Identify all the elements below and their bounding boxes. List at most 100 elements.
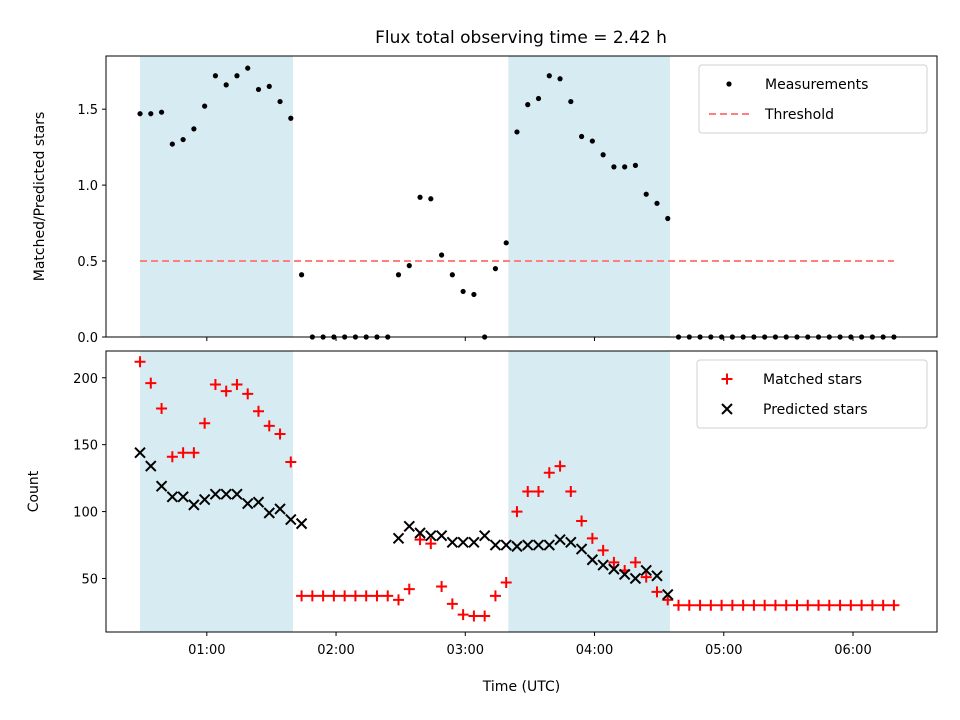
legend-label: Matched stars: [763, 372, 862, 388]
data-point: [296, 590, 308, 602]
data-point: [503, 240, 509, 246]
data-point: [285, 513, 297, 526]
series-predicted-stars: [134, 446, 674, 601]
panel-ratio: 0.0 0.5 1.0 1.5 Matched/Predicted stars Measu…: [32, 55, 938, 346]
data-point: [145, 377, 157, 389]
data-point: [565, 486, 577, 497]
data-point: [589, 138, 595, 144]
data-point: [748, 599, 760, 611]
legend: Measurements Threshold: [698, 64, 928, 134]
data-point: [277, 98, 283, 105]
data-point: [242, 497, 254, 510]
data-point: [137, 111, 143, 117]
data-point: [586, 554, 599, 566]
shaded-interval: [140, 351, 293, 632]
y-tick-label: 150: [73, 439, 98, 454]
data-point: [597, 544, 609, 556]
data-point: [371, 590, 383, 602]
data-point: [231, 488, 243, 500]
data-point: [446, 598, 458, 610]
data-point: [339, 590, 351, 602]
data-point: [274, 503, 286, 515]
x-tick-label: 04:00: [576, 643, 613, 658]
legend-label: Threshold: [764, 107, 834, 123]
data-point: [134, 446, 146, 459]
legend-label: Predicted stars: [763, 402, 868, 418]
data-point: [220, 385, 232, 397]
data-point: [651, 586, 663, 598]
data-point: [209, 488, 222, 500]
data-point: [673, 599, 685, 611]
data-point: [188, 499, 200, 511]
data-point: [608, 563, 620, 575]
data-point: [759, 599, 771, 611]
data-point: [255, 86, 262, 93]
data-point: [575, 543, 588, 555]
data-point: [199, 417, 211, 429]
data-point: [134, 356, 146, 368]
data-point: [533, 486, 545, 497]
data-point: [145, 460, 157, 472]
chart-title: Flux total observing time = 2.42 h: [375, 28, 667, 48]
axes-frame: [105, 350, 938, 633]
data-point: [425, 529, 437, 542]
data-point: [856, 599, 868, 611]
y-tick-label: 0.5: [77, 255, 98, 270]
y-axis-title: Matched/Predicted stars: [32, 112, 48, 282]
data-point: [600, 152, 606, 158]
data-point: [234, 73, 240, 79]
legend-dot-swatch: [726, 81, 732, 87]
data-point: [446, 536, 459, 549]
axes-frame: [105, 55, 938, 338]
data-point: [317, 590, 329, 602]
data-point: [611, 164, 617, 170]
data-point: [716, 599, 728, 611]
data-point: [285, 456, 297, 468]
y-tick-label: 0.0: [77, 331, 98, 346]
data-point: [468, 610, 480, 622]
data-point: [188, 447, 200, 459]
data-point: [525, 102, 531, 108]
y-tick-label: 50: [81, 572, 98, 587]
data-point: [457, 609, 469, 621]
y-tick-label: 200: [73, 372, 98, 387]
data-point: [425, 538, 437, 550]
data-point: [769, 599, 781, 611]
data-point: [148, 111, 154, 117]
data-point: [888, 599, 900, 611]
data-point: [877, 599, 889, 611]
x-tick-label: 05:00: [705, 643, 742, 658]
data-point: [554, 533, 566, 546]
data-point: [791, 599, 803, 611]
data-point: [460, 288, 466, 295]
x-tick-label: 06:00: [834, 643, 871, 658]
data-point: [608, 556, 620, 568]
data-point: [393, 594, 405, 606]
data-point: [640, 564, 652, 577]
data-point: [654, 200, 660, 206]
data-point: [511, 506, 523, 518]
data-point: [191, 126, 197, 132]
data-point: [406, 263, 412, 269]
data-point: [834, 599, 846, 611]
data-point: [231, 378, 243, 390]
data-point: [662, 594, 674, 606]
data-point: [417, 194, 423, 200]
data-point: [414, 534, 426, 546]
data-point: [403, 583, 415, 595]
legend: Matched stars Predicted stars: [696, 359, 928, 429]
data-point: [177, 447, 189, 459]
data-point: [438, 252, 445, 258]
panel-counts: 50 100 150 200 01:00 02:00 03:00 04:00 05:00 06:0…: [26, 350, 938, 658]
data-point: [435, 529, 448, 542]
data-point: [726, 599, 738, 611]
legend-box: [696, 359, 928, 429]
data-point: [156, 403, 168, 415]
data-point: [780, 599, 792, 611]
data-point: [845, 599, 857, 611]
y-axis-title: Count: [26, 470, 42, 512]
data-point: [274, 428, 286, 440]
data-point: [166, 451, 178, 463]
data-point: [158, 109, 165, 115]
